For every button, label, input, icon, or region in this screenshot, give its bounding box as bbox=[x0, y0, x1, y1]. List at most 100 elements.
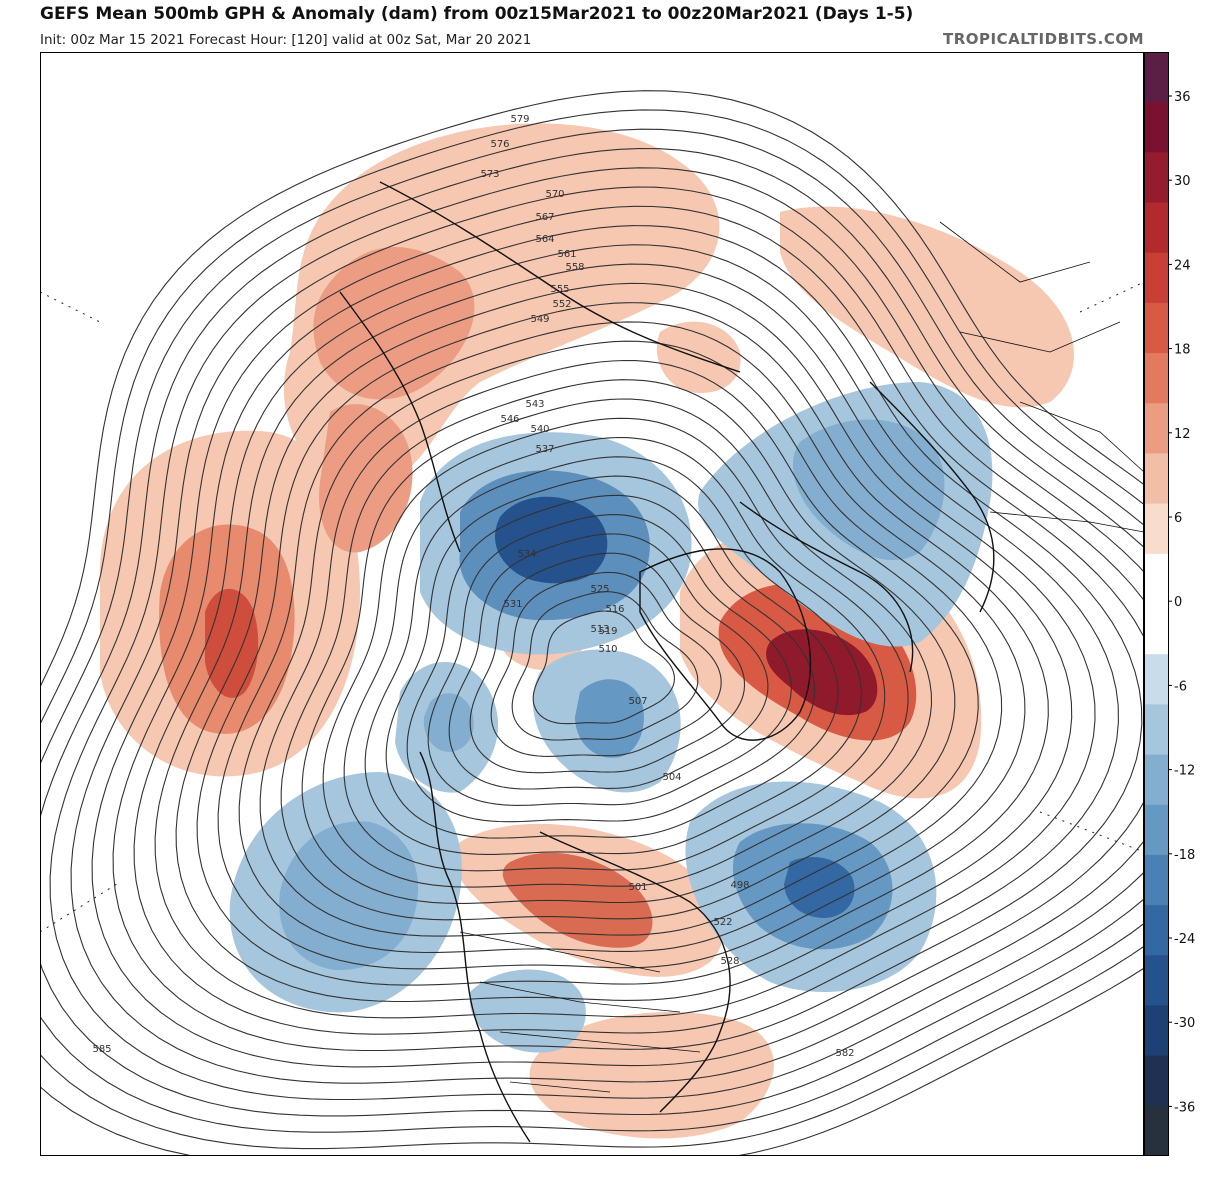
contour-line bbox=[112, 225, 1143, 1052]
contour-label: 564 bbox=[535, 234, 554, 245]
anomaly-positive-asia-core bbox=[313, 247, 475, 400]
contour-label: 525 bbox=[590, 584, 609, 595]
colorbar-swatch bbox=[1144, 654, 1168, 705]
colorbar-swatch bbox=[1144, 955, 1168, 1006]
colorbar-tick-label: -18 bbox=[1174, 848, 1195, 863]
chart-title: GEFS Mean 500mb GPH & Anomaly (dam) from… bbox=[40, 4, 914, 24]
colorbar-swatch bbox=[1144, 52, 1168, 103]
anomaly-negative-alaska-core bbox=[423, 693, 474, 752]
colorbar-tick-label: 36 bbox=[1174, 90, 1191, 105]
site-credit[interactable]: TROPICALTIDBITS.COM bbox=[943, 30, 1144, 48]
colorbar-tick-label: -24 bbox=[1174, 932, 1195, 947]
contour-label: 585 bbox=[92, 1044, 111, 1055]
contour-label: 540 bbox=[530, 424, 549, 435]
contour-line bbox=[196, 302, 1049, 986]
colorbar-swatch bbox=[1144, 1055, 1168, 1107]
colorbar-tick-label: 18 bbox=[1174, 343, 1191, 358]
coast-north-america bbox=[419, 751, 731, 1143]
colorbar-swatch bbox=[1144, 353, 1168, 404]
contour-line bbox=[40, 128, 1144, 1133]
colorbar-swatch bbox=[1144, 102, 1168, 153]
contour-label: 501 bbox=[628, 882, 647, 893]
colorbar-frame bbox=[1144, 52, 1169, 1156]
colorbar-tick-label: -6 bbox=[1174, 679, 1187, 694]
colorbar-swatch bbox=[1144, 302, 1168, 354]
contour-label: 582 bbox=[835, 1048, 854, 1059]
contour-line bbox=[217, 321, 1026, 970]
contour-label: 534 bbox=[517, 549, 536, 560]
map-frame bbox=[40, 52, 1144, 1156]
colorbar-swatches bbox=[1144, 52, 1168, 1156]
contour-line bbox=[406, 494, 816, 823]
colorbar-tick-label: 0 bbox=[1174, 595, 1182, 610]
anomaly-shading bbox=[100, 123, 1074, 1139]
anomaly-negative-atlantic-core bbox=[784, 857, 855, 918]
contour-line bbox=[280, 379, 956, 921]
anomaly-negative-pacific-mid bbox=[279, 821, 418, 971]
contour-label: 549 bbox=[530, 314, 549, 325]
coast-europe bbox=[739, 381, 995, 673]
boundaries-us bbox=[459, 931, 701, 1093]
contour-labels: 5795765735705675645615585555525495465435… bbox=[92, 114, 854, 1059]
contour-line bbox=[448, 533, 769, 790]
colorbar-swatch bbox=[1144, 202, 1168, 254]
colorbar-swatch bbox=[1144, 503, 1168, 555]
contour-lines bbox=[40, 90, 1144, 1156]
anomaly-negative-us bbox=[469, 969, 586, 1053]
anomaly-positive-gulf bbox=[529, 1012, 774, 1139]
colorbar-tick-label: 12 bbox=[1174, 427, 1191, 442]
graticule-nw bbox=[40, 291, 101, 323]
anomaly-negative-group bbox=[229, 382, 993, 1053]
contour-line bbox=[238, 340, 1003, 954]
contour-line bbox=[154, 263, 1096, 1019]
boundaries-europe bbox=[939, 221, 1144, 533]
contour-label: 573 bbox=[480, 169, 499, 180]
contour-line bbox=[133, 244, 1119, 1035]
graticule bbox=[40, 281, 1144, 933]
coast-asia bbox=[339, 181, 741, 553]
colorbar-swatch bbox=[1144, 1005, 1168, 1057]
contour-line bbox=[343, 436, 886, 872]
contour-label: 531 bbox=[503, 599, 522, 610]
polar-map: 5795765735705675645615585555525495465435… bbox=[40, 52, 1144, 1156]
anomaly-negative-siberia-core bbox=[495, 496, 608, 584]
anomaly-positive-greenland-core bbox=[766, 629, 878, 716]
contour-line bbox=[175, 282, 1073, 1003]
contour-label: 513 bbox=[590, 624, 609, 635]
colorbar-swatch bbox=[1144, 1105, 1168, 1156]
contour-line bbox=[70, 186, 1144, 1084]
contour-label: 519 bbox=[598, 626, 617, 637]
colorbar-swatch bbox=[1144, 804, 1168, 856]
anomaly-positive-canada-core bbox=[502, 852, 653, 948]
contour-label: 555 bbox=[550, 284, 569, 295]
contour-line bbox=[532, 610, 675, 725]
contour-label: 498 bbox=[730, 880, 749, 891]
colorbar-tick-label: 6 bbox=[1174, 511, 1182, 526]
colorbar-swatch bbox=[1144, 152, 1168, 204]
colorbar-tick-label: 24 bbox=[1174, 258, 1191, 273]
contour-label: 552 bbox=[552, 299, 571, 310]
contour-line bbox=[40, 90, 1144, 1156]
colorbar-swatch bbox=[1144, 905, 1168, 956]
contour-label: 579 bbox=[510, 114, 529, 125]
contour-label: 567 bbox=[535, 212, 554, 223]
colorbar: 36 30 24 18 12 6 0 -6 -12 -18 -24 -30 -36 bbox=[1144, 52, 1195, 1156]
anomaly-positive-pacific-core bbox=[205, 588, 259, 698]
contour-label: 576 bbox=[490, 139, 509, 150]
colorbar-tick-label: -30 bbox=[1174, 1016, 1195, 1031]
contour-label: 543 bbox=[525, 399, 544, 410]
contour-label: 504 bbox=[662, 772, 681, 783]
contour-label: 522 bbox=[713, 917, 732, 928]
contour-line bbox=[490, 571, 722, 757]
colorbar-swatch bbox=[1144, 252, 1168, 304]
anomaly-negative-canadian-arctic-core bbox=[575, 679, 644, 758]
contour-line bbox=[91, 205, 1144, 1068]
contour-label: 558 bbox=[565, 262, 584, 273]
contour-label: 516 bbox=[605, 604, 624, 615]
colorbar-swatch bbox=[1144, 704, 1168, 756]
colorbar-tick-label: -12 bbox=[1174, 764, 1195, 779]
contour-line bbox=[322, 417, 909, 888]
colorbar-swatch bbox=[1144, 754, 1168, 806]
contour-line bbox=[469, 552, 746, 774]
colorbar-tick-label: 30 bbox=[1174, 174, 1191, 189]
